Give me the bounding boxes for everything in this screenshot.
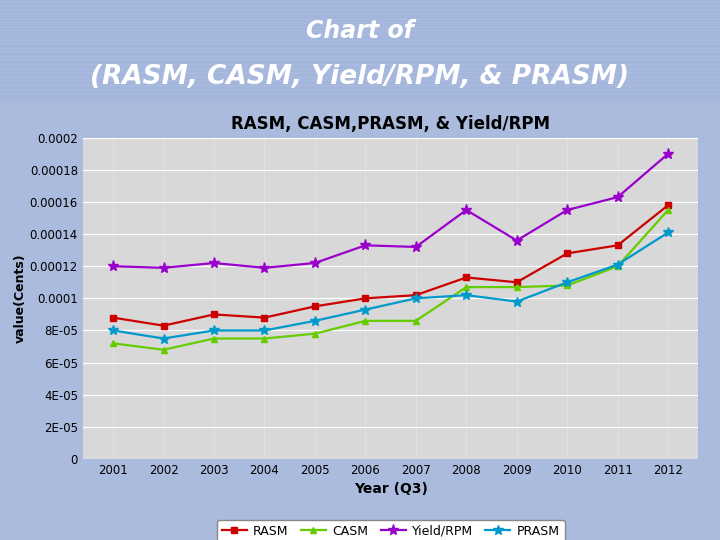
Line: CASM: CASM bbox=[109, 206, 672, 353]
RASM bbox=[361, 295, 369, 301]
PRASM bbox=[462, 292, 471, 299]
Yield/RPM bbox=[563, 207, 572, 213]
CASM bbox=[613, 263, 622, 269]
PRASM bbox=[310, 318, 319, 324]
RASM bbox=[310, 303, 319, 309]
RASM bbox=[210, 311, 218, 318]
CASM bbox=[462, 284, 471, 291]
CASM bbox=[664, 207, 672, 213]
PRASM bbox=[664, 230, 672, 236]
PRASM bbox=[361, 306, 369, 313]
RASM bbox=[260, 314, 269, 321]
Yield/RPM bbox=[210, 260, 218, 266]
PRASM bbox=[109, 327, 117, 334]
CASM bbox=[563, 282, 572, 289]
Y-axis label: value(Cents): value(Cents) bbox=[14, 254, 27, 343]
CASM bbox=[513, 284, 521, 291]
Yield/RPM bbox=[513, 237, 521, 244]
PRASM bbox=[159, 335, 168, 342]
PRASM bbox=[513, 298, 521, 305]
CASM bbox=[310, 330, 319, 337]
Yield/RPM bbox=[613, 194, 622, 200]
Text: Chart of: Chart of bbox=[306, 19, 414, 43]
RASM bbox=[159, 322, 168, 329]
RASM bbox=[563, 250, 572, 256]
PRASM bbox=[210, 327, 218, 334]
Yield/RPM bbox=[462, 207, 471, 213]
RASM bbox=[513, 279, 521, 286]
Line: RASM: RASM bbox=[109, 202, 672, 329]
Text: (RASM, CASM, Yield/RPM, & PRASM): (RASM, CASM, Yield/RPM, & PRASM) bbox=[91, 64, 629, 90]
Yield/RPM bbox=[310, 260, 319, 266]
RASM bbox=[664, 202, 672, 208]
Legend: RASM, CASM, Yield/RPM, PRASM: RASM, CASM, Yield/RPM, PRASM bbox=[217, 520, 564, 540]
Yield/RPM bbox=[260, 265, 269, 271]
CASM bbox=[361, 318, 369, 324]
PRASM bbox=[563, 279, 572, 286]
Yield/RPM bbox=[664, 151, 672, 157]
Title: RASM, CASM,PRASM, & Yield/RPM: RASM, CASM,PRASM, & Yield/RPM bbox=[231, 116, 550, 133]
RASM bbox=[412, 292, 420, 299]
RASM bbox=[109, 314, 117, 321]
Yield/RPM bbox=[361, 242, 369, 248]
CASM bbox=[412, 318, 420, 324]
Yield/RPM bbox=[159, 265, 168, 271]
Line: PRASM: PRASM bbox=[108, 228, 673, 343]
CASM bbox=[159, 347, 168, 353]
X-axis label: Year (Q3): Year (Q3) bbox=[354, 482, 428, 496]
RASM bbox=[613, 242, 622, 248]
Yield/RPM bbox=[109, 263, 117, 269]
RASM bbox=[462, 274, 471, 281]
PRASM bbox=[260, 327, 269, 334]
CASM bbox=[109, 340, 117, 347]
Yield/RPM bbox=[412, 244, 420, 250]
PRASM bbox=[613, 261, 622, 268]
PRASM bbox=[412, 295, 420, 301]
CASM bbox=[260, 335, 269, 342]
Line: Yield/RPM: Yield/RPM bbox=[107, 148, 674, 273]
CASM bbox=[210, 335, 218, 342]
